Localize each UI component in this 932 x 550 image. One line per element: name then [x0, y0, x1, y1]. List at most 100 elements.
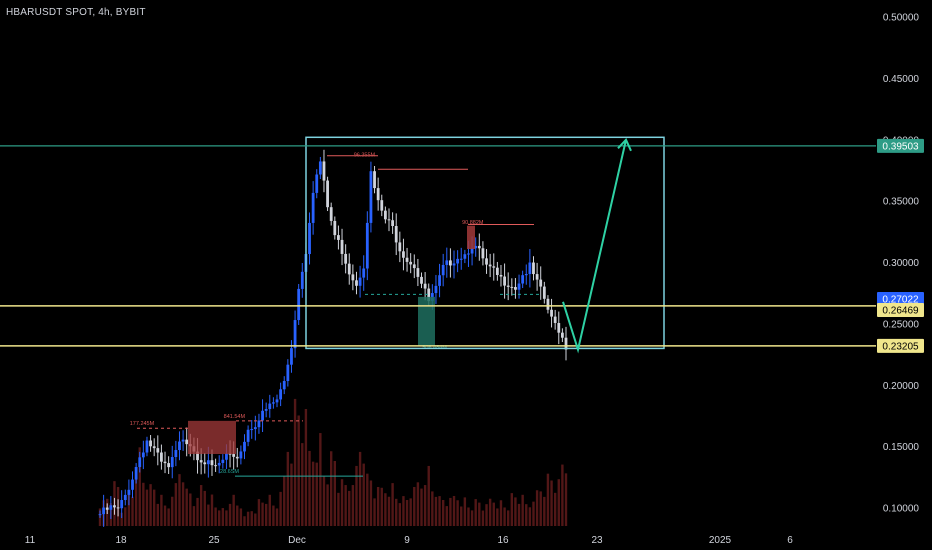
volume-bar — [171, 496, 174, 526]
volume-bar — [362, 463, 365, 526]
candle-body — [499, 274, 503, 277]
volume-bar — [474, 499, 477, 526]
candle-body — [206, 460, 210, 465]
candle-body — [452, 263, 456, 266]
volume-bar — [134, 472, 138, 526]
candle-body — [456, 258, 460, 264]
volume-bar — [564, 473, 568, 526]
volume-bar — [297, 415, 300, 526]
volume-bar — [391, 483, 394, 526]
volume-bar — [561, 464, 564, 526]
volume-bar — [218, 510, 221, 526]
candle-body — [185, 439, 189, 445]
volume-bar — [467, 507, 470, 526]
volume-bar — [120, 512, 123, 526]
candle-body — [178, 441, 181, 451]
volume-bar — [470, 510, 474, 526]
volume-bar — [124, 507, 127, 526]
volume-bar — [275, 508, 279, 526]
volume-bar — [192, 506, 196, 526]
price-badge-label: 0.27022 — [882, 295, 919, 306]
projection-path — [562, 139, 627, 354]
volume-bar — [441, 500, 445, 526]
price-badge — [877, 338, 924, 353]
volume-bar — [138, 447, 141, 526]
volume-bar — [232, 494, 235, 526]
candle-body — [492, 266, 496, 268]
candle-body — [376, 188, 380, 201]
candle-body — [412, 264, 416, 269]
volume-bar — [355, 465, 358, 526]
demand-zone — [418, 296, 435, 346]
candle-body — [210, 460, 214, 466]
volume-bar — [398, 503, 402, 526]
candle-body — [322, 161, 326, 181]
volume-bar — [236, 505, 239, 526]
annotation-label: 841.54M — [224, 414, 246, 420]
candle-body — [560, 332, 564, 338]
candle-body — [123, 494, 127, 501]
candle-body — [449, 260, 452, 266]
candle-body — [340, 239, 344, 254]
candle-body — [167, 463, 171, 468]
volume-bar — [221, 508, 225, 526]
volume-bar — [149, 484, 152, 526]
volume-bar — [254, 513, 257, 526]
candle-body — [297, 288, 301, 321]
candle-body — [380, 200, 384, 211]
candle-body — [271, 402, 275, 404]
volume-bar — [337, 492, 340, 526]
y-tick-label: 0.15000 — [883, 442, 920, 453]
volume-bar — [402, 496, 405, 526]
candle-body — [510, 286, 514, 288]
candle-body — [467, 253, 470, 255]
candle-body — [196, 451, 199, 461]
candle-body — [228, 453, 232, 455]
candle-body — [365, 222, 369, 269]
candle-body — [116, 507, 120, 509]
volume-bar — [181, 482, 185, 526]
volume-bar — [196, 497, 199, 526]
y-tick-label: 0.20000 — [883, 381, 920, 392]
candle-body — [539, 279, 543, 287]
candle-body — [308, 222, 311, 255]
candle-body — [163, 461, 167, 464]
volume-bar — [315, 462, 318, 526]
candle-body — [402, 251, 405, 258]
volume-bar — [264, 503, 268, 526]
volume-bar — [340, 479, 344, 526]
volume-bar — [189, 493, 192, 526]
candle-body — [109, 505, 113, 510]
candle-body — [156, 448, 160, 453]
candle-body — [257, 420, 261, 428]
candle-body — [470, 248, 474, 254]
y-tick-label: 0.35000 — [883, 197, 920, 208]
candle-body — [420, 276, 423, 284]
volume-bar — [185, 488, 188, 526]
volume-bar — [369, 480, 373, 526]
candle-body — [528, 262, 532, 275]
candle-body — [398, 242, 402, 252]
candle-body — [405, 257, 409, 262]
volume-bar — [293, 398, 297, 526]
candle-body — [282, 380, 286, 390]
volume-bar — [239, 508, 243, 526]
candle-body — [160, 452, 163, 462]
volume-bar — [517, 503, 521, 526]
candle-body — [459, 258, 463, 260]
volume-bar — [257, 499, 261, 526]
y-tick-label: 0.10000 — [883, 504, 920, 515]
volume-bar — [380, 487, 383, 526]
volume-bar — [319, 433, 322, 526]
candle-body — [394, 226, 398, 243]
volume-bar — [463, 497, 467, 526]
candle-body — [524, 274, 528, 276]
candle-body — [427, 288, 431, 302]
x-tick-label: 6 — [787, 535, 793, 546]
candle-body — [290, 348, 293, 365]
volume-bar — [250, 511, 253, 526]
volume-bar — [246, 511, 250, 526]
volume-bar — [405, 500, 409, 526]
